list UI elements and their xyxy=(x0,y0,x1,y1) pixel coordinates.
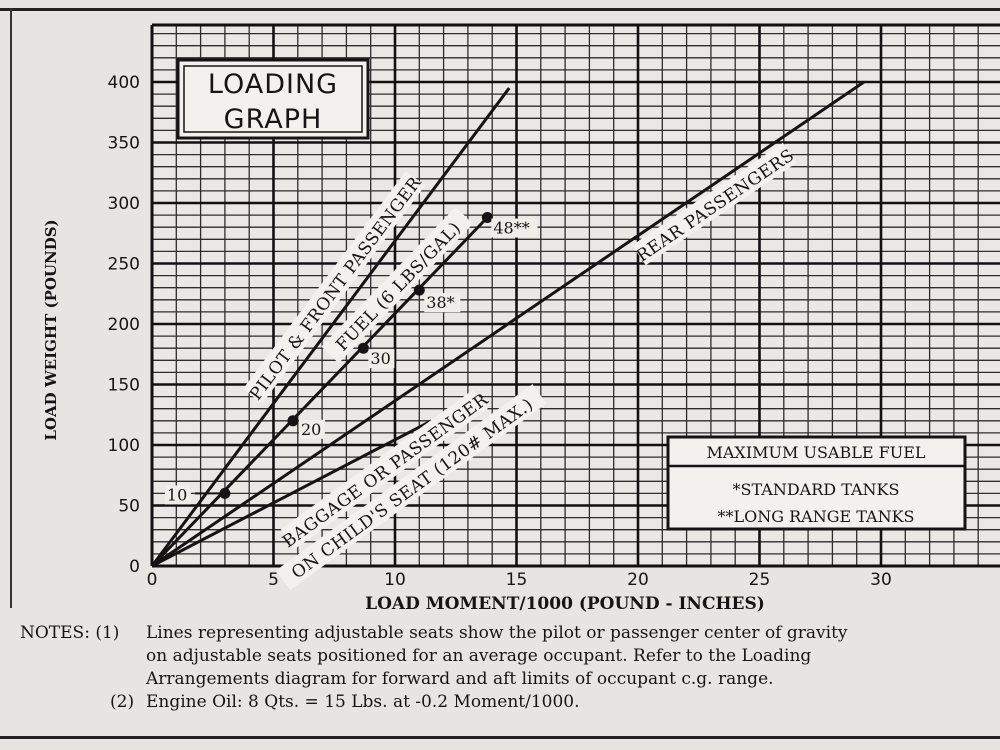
fuel-marker-30 xyxy=(357,342,369,354)
notes-line-3: Arrangements diagram for forward and aft… xyxy=(146,669,774,689)
page-border-top xyxy=(0,8,1000,11)
loading-graph-chart: 0 5 10 15 20 25 30050100150200250300350400LOAD… xyxy=(42,23,1000,614)
page-border-left xyxy=(10,8,12,608)
label-baggage-line2-bg xyxy=(276,384,547,590)
series-line-fuel-6-lbs-gal xyxy=(150,216,489,568)
notes-block: NOTES: (1) Lines representing adjustable… xyxy=(20,622,995,714)
chart-title-line-2: GRAPH xyxy=(224,104,323,135)
chart-title-line-1: LOADING xyxy=(208,69,338,100)
notes-row-1: NOTES: (1) Lines representing adjustable… xyxy=(20,622,995,645)
y-axis-title: LOAD WEIGHT (POUNDS) xyxy=(42,219,60,440)
x-tick-label: 5 xyxy=(268,570,279,590)
series-line-rear-passengers xyxy=(151,80,865,568)
page-border-bottom xyxy=(0,736,1000,739)
fuel-marker-label: 10 xyxy=(167,485,187,504)
y-tick-label: 200 xyxy=(108,315,140,335)
x-tick-label: 10 xyxy=(384,570,406,590)
y-tick-label: 100 xyxy=(108,436,140,456)
chart-series xyxy=(150,80,865,568)
chart-axes: 0 5 10 15 20 25 30050100150200250300350400LOAD… xyxy=(42,23,1000,614)
notes-line-4: Engine Oil: 8 Qts. = 15 Lbs. at -0.2 Mom… xyxy=(146,692,580,712)
y-tick-label: 0 xyxy=(129,557,140,577)
y-tick-label: 300 xyxy=(108,194,140,214)
notes-line-2: on adjustable seats positioned for an av… xyxy=(146,646,812,666)
x-axis-title: LOAD MOMENT/1000 (POUND - INCHES) xyxy=(365,594,765,614)
fuel-marker-label: 48** xyxy=(493,219,529,238)
legend-title: MAXIMUM USABLE FUEL xyxy=(706,443,925,462)
y-tick-label: 150 xyxy=(108,376,140,396)
notes-lead: NOTES: (1) xyxy=(20,623,120,643)
label-fuel-bg xyxy=(321,207,473,364)
notes-row-3: Arrangements diagram for forward and aft… xyxy=(20,668,995,691)
label-baggage-line1-bg xyxy=(280,389,488,549)
title-box xyxy=(176,58,370,140)
y-tick-label: 50 xyxy=(118,497,140,517)
fuel-marker-20 xyxy=(287,415,299,427)
legend-box xyxy=(666,435,967,531)
y-tick-label: 250 xyxy=(108,255,140,275)
y-tick-label: 400 xyxy=(108,73,140,93)
fuel-marker-label: 20 xyxy=(301,420,321,439)
series-line-baggage-or-passenger-on-child- xyxy=(151,419,433,568)
x-tick-label: 15 xyxy=(506,570,528,590)
x-tick-label: 0 xyxy=(147,570,158,590)
title-box-inner xyxy=(183,65,363,133)
y-tick-label: 350 xyxy=(108,134,140,154)
x-tick-label: 20 xyxy=(627,570,649,590)
label-pilot-front-passenger-bg xyxy=(242,171,426,404)
notes-line-1: Lines representing adjustable seats show… xyxy=(146,623,848,643)
notes-row-2: on adjustable seats positioned for an av… xyxy=(20,645,995,668)
legend-item-standard: *STANDARD TANKS xyxy=(733,480,900,499)
fuel-marker-label: 38* xyxy=(426,293,454,312)
x-tick-label: 30 xyxy=(870,570,892,590)
notes-lead-2: (2) xyxy=(110,692,135,712)
fuel-marker-label: 30 xyxy=(370,349,390,368)
series-line-pilot-front-passenger xyxy=(150,87,511,567)
fuel-marker-label-bg xyxy=(491,218,538,238)
fuel-marker-label-bg xyxy=(368,349,395,369)
label-rear-passengers-bg xyxy=(632,142,797,266)
x-tick-label: 25 xyxy=(749,570,771,590)
fuel-marker-48 xyxy=(481,212,493,224)
notes-row-4: (2) Engine Oil: 8 Qts. = 15 Lbs. at -0.2… xyxy=(20,691,995,714)
fuel-marker-label-bg xyxy=(298,419,325,439)
fuel-marker-38 xyxy=(413,284,425,296)
legend-item-long-range: **LONG RANGE TANKS xyxy=(717,507,914,526)
fuel-marker-label-bg xyxy=(424,293,461,313)
fuel-marker-label-bg xyxy=(164,485,191,505)
